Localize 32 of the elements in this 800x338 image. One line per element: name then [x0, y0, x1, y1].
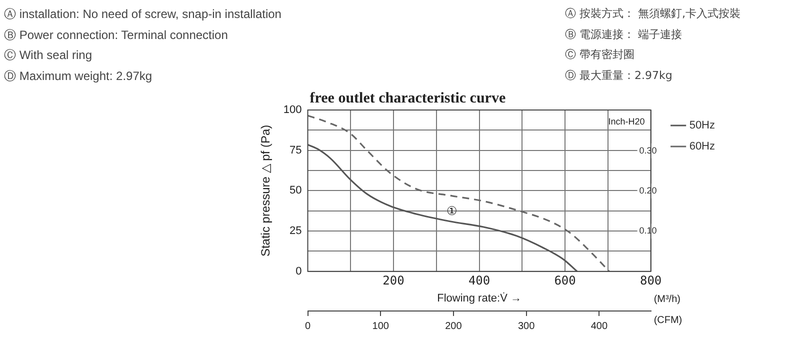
x-tick-label: 200 — [382, 274, 404, 288]
x2-tick-label: 300 — [518, 320, 536, 332]
y-tick-label: 0 — [296, 265, 302, 278]
text: Ⓐ 按裝方式： 無須螺釘,卡入式按裝 — [565, 6, 740, 22]
y2-axis-title: Inch-H20 — [608, 116, 645, 126]
x2-tick-label: 200 — [445, 320, 462, 332]
x2-tick-label: 0 — [304, 320, 311, 332]
chart-title: free outlet characteristic curve — [310, 90, 506, 106]
text: Ⓑ 電源連接： 端子連接 — [565, 26, 683, 42]
y-tick-label: 25 — [290, 225, 302, 238]
x-tick-label: 400 — [468, 274, 490, 288]
text: Ⓓ Maximum weight: 2.97kg — [4, 68, 154, 84]
text: Ⓓ 最大重量：2.97kg — [565, 68, 674, 84]
x2-axis-title: (CFM) — [654, 314, 682, 326]
y-tick-label: 75 — [290, 144, 302, 156]
x2-tick-label: 100 — [372, 320, 390, 332]
line-series — [308, 144, 578, 272]
legend-label: 60Hz — [689, 140, 716, 153]
text: Ⓑ Power connection: Terminal connection — [4, 26, 229, 44]
text: Ⓒ With seal ring — [4, 47, 94, 64]
legend-label: 50Hz — [689, 120, 716, 132]
text: (M³/h) — [654, 294, 680, 305]
y-tick-label: 100 — [283, 104, 302, 116]
x-axis-title: Flowing rate:V̇ → — [437, 292, 522, 304]
y-axis-title: Static pressure △ pf (Pa) — [258, 124, 273, 257]
y-tick-label: 50 — [290, 184, 302, 197]
x-tick-label: 800 — [640, 274, 662, 288]
line-series — [308, 114, 610, 272]
text: Ⓐ installation: No need of screw, snap-in installation — [4, 6, 282, 23]
text: Ⓒ 帶有密封圈 — [565, 47, 636, 63]
x2-tick-label: 400 — [590, 320, 608, 332]
x-tick-label: 600 — [554, 274, 576, 288]
